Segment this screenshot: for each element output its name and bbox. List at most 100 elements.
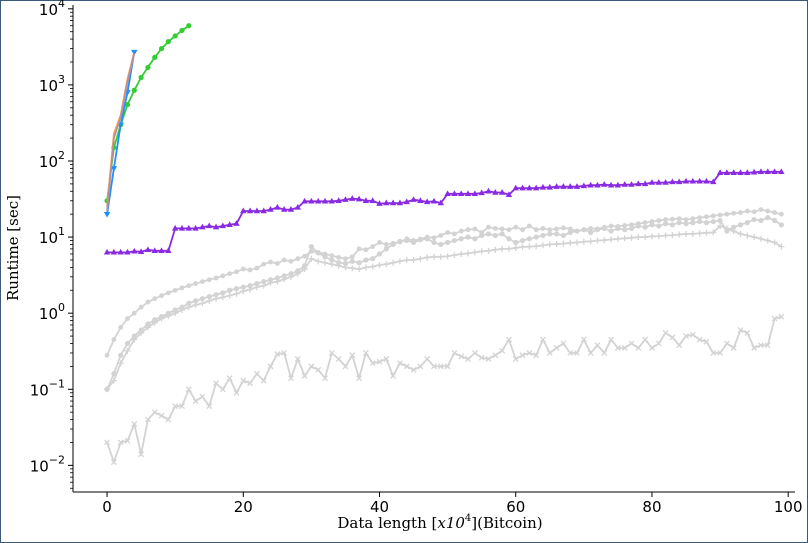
data-point [302,253,307,259]
data-point [717,222,724,229]
series-line-1 [106,208,782,356]
data-point [124,340,131,347]
data-point [240,207,247,214]
data-point [533,227,539,233]
data-point [247,267,253,273]
data-point [417,363,424,370]
data-point [124,437,131,444]
data-point [451,350,458,356]
data-point [690,216,696,221]
data-point [145,321,151,327]
data-point [342,196,349,202]
data-point [676,216,682,221]
data-point [287,273,294,280]
data-point [451,237,458,244]
data-point [376,261,383,268]
data-point [403,198,410,205]
x-tick-label: 40 [370,498,389,516]
data-point [629,222,634,228]
data-point [607,181,615,188]
data-point [186,23,192,29]
data-point [445,239,451,246]
data-point [287,206,295,212]
data-point [465,227,471,233]
data-point [513,239,519,246]
x-tick-label: 0 [102,498,112,516]
data-point [778,222,784,228]
data-point [295,256,301,262]
data-point [404,237,410,244]
data-point [253,207,261,214]
data-point [213,292,219,298]
data-point [185,224,192,231]
data-point [526,243,533,250]
data-point [185,304,192,311]
data-point [601,181,608,187]
data-point [247,380,254,387]
data-point [308,255,315,262]
data-point [758,217,764,224]
data-point [165,416,172,423]
data-point [260,377,267,384]
data-point [499,226,505,232]
data-point [144,324,151,331]
data-point [199,223,206,230]
data-point [730,228,737,235]
data-point [131,421,138,427]
data-point [376,251,383,257]
data-point [594,237,601,244]
data-point [268,259,273,265]
data-point [662,329,669,336]
data-point [479,232,485,239]
data-point [301,197,308,204]
data-point [683,217,689,222]
data-point [540,232,546,239]
data-point [349,265,356,272]
data-point [138,74,144,81]
data-point [628,340,635,347]
data-point [498,189,506,195]
data-point [377,240,382,245]
data-point [431,235,437,241]
data-point [159,293,164,299]
data-point [676,231,683,238]
data-point [240,377,247,384]
data-point [561,225,566,231]
data-point [451,190,458,197]
data-point [778,211,784,217]
data-point [730,344,737,351]
data-point [267,363,274,370]
data-point [621,235,628,242]
data-point [505,245,512,252]
data-point [512,356,519,362]
data-point [240,284,246,290]
data-point [417,197,424,203]
data-point [465,234,471,240]
data-point [349,195,356,201]
data-point [451,252,458,259]
data-point [656,218,662,223]
data-point [240,266,246,272]
data-point [192,398,199,405]
data-point [301,372,308,379]
data-point [220,273,226,279]
data-point [478,354,485,361]
data-point [697,215,703,221]
data-point [213,275,219,281]
data-point [648,233,655,240]
data-point [472,226,478,232]
data-point [118,352,124,358]
data-point [424,236,430,242]
data-point [492,189,499,195]
x-axis-label-suffix: ](Bitcoin) [471,514,542,532]
data-point [587,350,594,356]
data-point [519,184,526,191]
data-point [335,197,342,203]
data-point [574,239,581,246]
data-point [519,244,526,251]
data-point [505,336,512,343]
data-point [683,221,689,227]
series-line-0 [106,315,782,464]
data-point [683,230,690,237]
data-point [757,168,765,175]
